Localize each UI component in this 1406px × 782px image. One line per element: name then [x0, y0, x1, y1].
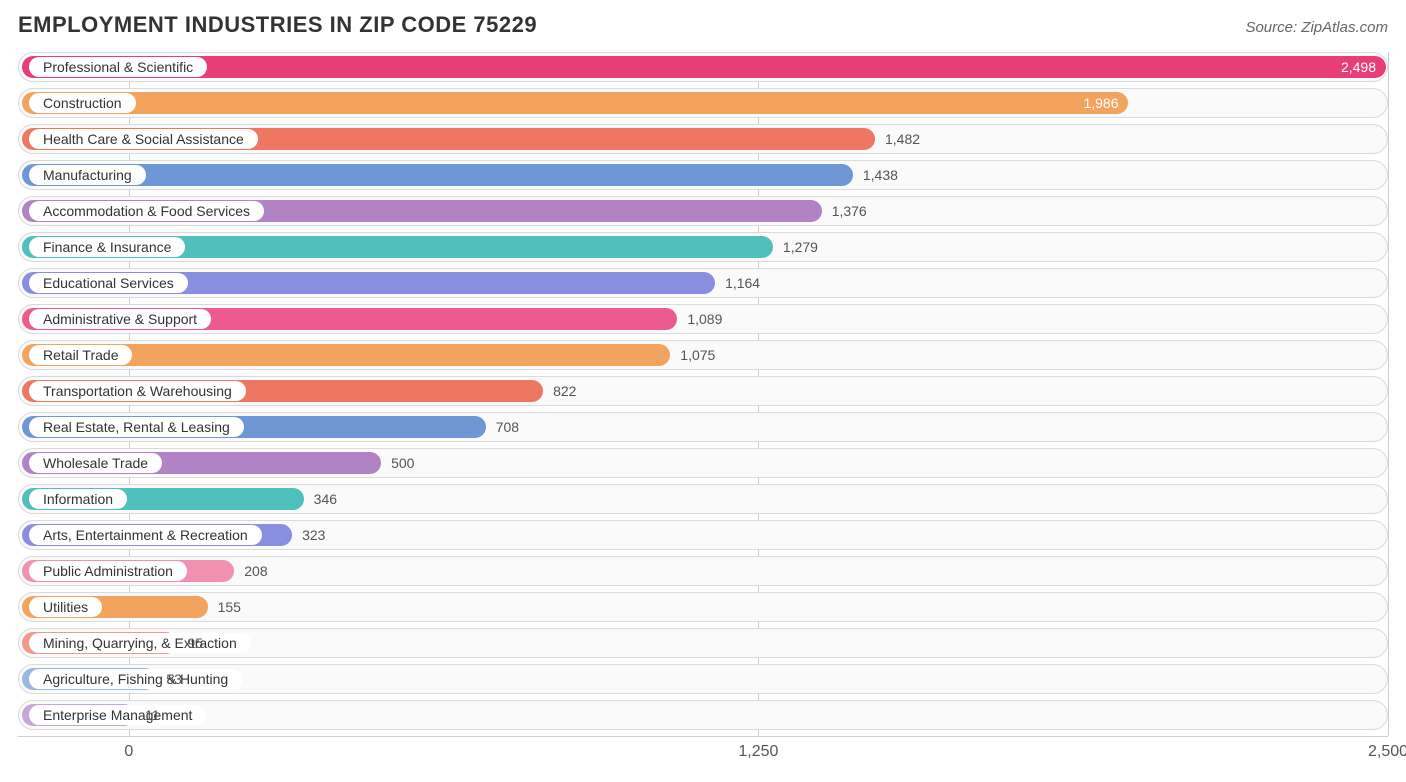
bar-value: 53: [166, 671, 182, 687]
bar-label: Retail Trade: [29, 345, 132, 365]
bar-label: Enterprise Management: [29, 705, 206, 725]
bar-fill: [22, 164, 853, 186]
bar-row: Health Care & Social Assistance 1,482: [18, 124, 1388, 154]
bar-row: Information 346: [18, 484, 1388, 514]
bar-label: Educational Services: [29, 273, 188, 293]
bar-row: Retail Trade 1,075: [18, 340, 1388, 370]
bar-value: 2,498: [1341, 59, 1376, 75]
bar-value: 323: [302, 527, 325, 543]
bar-label: Professional & Scientific: [29, 57, 207, 77]
bar-value: 1,986: [1083, 95, 1118, 111]
bar-value: 1,482: [885, 131, 920, 147]
bar-label: Finance & Insurance: [29, 237, 185, 257]
bar-value: 11: [145, 707, 160, 723]
bar-value: 346: [314, 491, 337, 507]
bar-value: 1,376: [832, 203, 867, 219]
bar-value: 708: [496, 419, 519, 435]
bar-label: Information: [29, 489, 127, 509]
bar-label: Accommodation & Food Services: [29, 201, 264, 221]
bar-value: 500: [391, 455, 414, 471]
bar-value: 95: [187, 635, 203, 651]
bar-row: Administrative & Support 1,089: [18, 304, 1388, 334]
source-attribution: Source: ZipAtlas.com: [1245, 19, 1388, 36]
grid-line: [1388, 52, 1389, 736]
bar-label: Mining, Quarrying, & Extraction: [29, 633, 251, 653]
bar-row: Wholesale Trade 500: [18, 448, 1388, 478]
bar-value: 208: [244, 563, 267, 579]
x-tick-label: 1,250: [738, 743, 778, 761]
bar-value: 1,164: [725, 275, 760, 291]
bar-label: Construction: [29, 93, 136, 113]
bar-row: Construction 1,986: [18, 88, 1388, 118]
bar-row: Manufacturing 1,438: [18, 160, 1388, 190]
bar-row: Public Administration 208: [18, 556, 1388, 586]
bar-row: Utilities 155: [18, 592, 1388, 622]
bar-row: Professional & Scientific 2,498: [18, 52, 1388, 82]
bar-label: Public Administration: [29, 561, 187, 581]
bar-label: Utilities: [29, 597, 102, 617]
bar-label: Health Care & Social Assistance: [29, 129, 258, 149]
bar-row: Arts, Entertainment & Recreation 323: [18, 520, 1388, 550]
x-tick-label: 2,500: [1368, 743, 1406, 761]
bar-row: Accommodation & Food Services 1,376: [18, 196, 1388, 226]
bar-fill: [22, 56, 1386, 78]
x-tick-label: 0: [124, 743, 133, 761]
chart-title: EMPLOYMENT INDUSTRIES IN ZIP CODE 75229: [18, 12, 537, 38]
bar-value: 1,075: [680, 347, 715, 363]
bar-value: 822: [553, 383, 576, 399]
bar-label: Arts, Entertainment & Recreation: [29, 525, 262, 545]
bar-value: 155: [218, 599, 241, 615]
bar-row: Educational Services 1,164: [18, 268, 1388, 298]
bar-row: Finance & Insurance 1,279: [18, 232, 1388, 262]
bar-fill: [22, 92, 1128, 114]
bar-row: Agriculture, Fishing & Hunting53: [18, 664, 1388, 694]
chart-area: Professional & Scientific 2,498 Constructi…: [18, 52, 1388, 764]
bars-container: Professional & Scientific 2,498 Constructi…: [18, 52, 1388, 730]
bar-row: Enterprise Management11: [18, 700, 1388, 730]
bar-label: Agriculture, Fishing & Hunting: [29, 669, 242, 689]
bar-label: Administrative & Support: [29, 309, 211, 329]
bar-value: 1,089: [687, 311, 722, 327]
bar-row: Transportation & Warehousing 822: [18, 376, 1388, 406]
bar-value: 1,279: [783, 239, 818, 255]
bar-value: 1,438: [863, 167, 898, 183]
x-axis: 01,2502,500: [18, 736, 1388, 764]
bar-label: Wholesale Trade: [29, 453, 162, 473]
bar-row: Real Estate, Rental & Leasing 708: [18, 412, 1388, 442]
bar-label: Manufacturing: [29, 165, 146, 185]
bar-label: Real Estate, Rental & Leasing: [29, 417, 244, 437]
bar-label: Transportation & Warehousing: [29, 381, 246, 401]
bar-row: Mining, Quarrying, & Extraction95: [18, 628, 1388, 658]
